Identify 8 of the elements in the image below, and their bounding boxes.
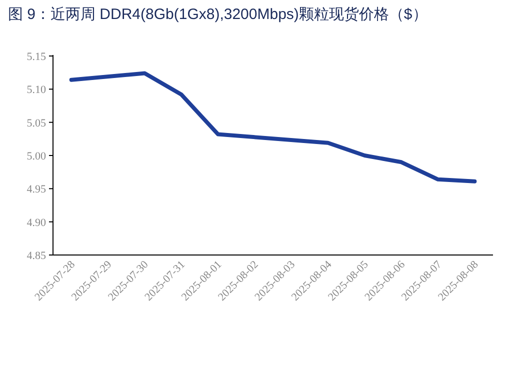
y-tick-label: 4.85: [26, 250, 46, 262]
y-tick-label: 5.15: [26, 51, 46, 63]
y-tick-label: 5.10: [26, 84, 46, 96]
y-tick-label: 5.00: [26, 150, 46, 162]
y-tick-label: 5.05: [26, 117, 46, 130]
y-tick-label: 4.90: [26, 216, 46, 229]
y-tick-label: 4.95: [26, 184, 46, 196]
title: 图 9：近两周 DDR4(8Gb(1Gx8),3200Mbps)颗粒现货价格（$）: [8, 6, 428, 23]
